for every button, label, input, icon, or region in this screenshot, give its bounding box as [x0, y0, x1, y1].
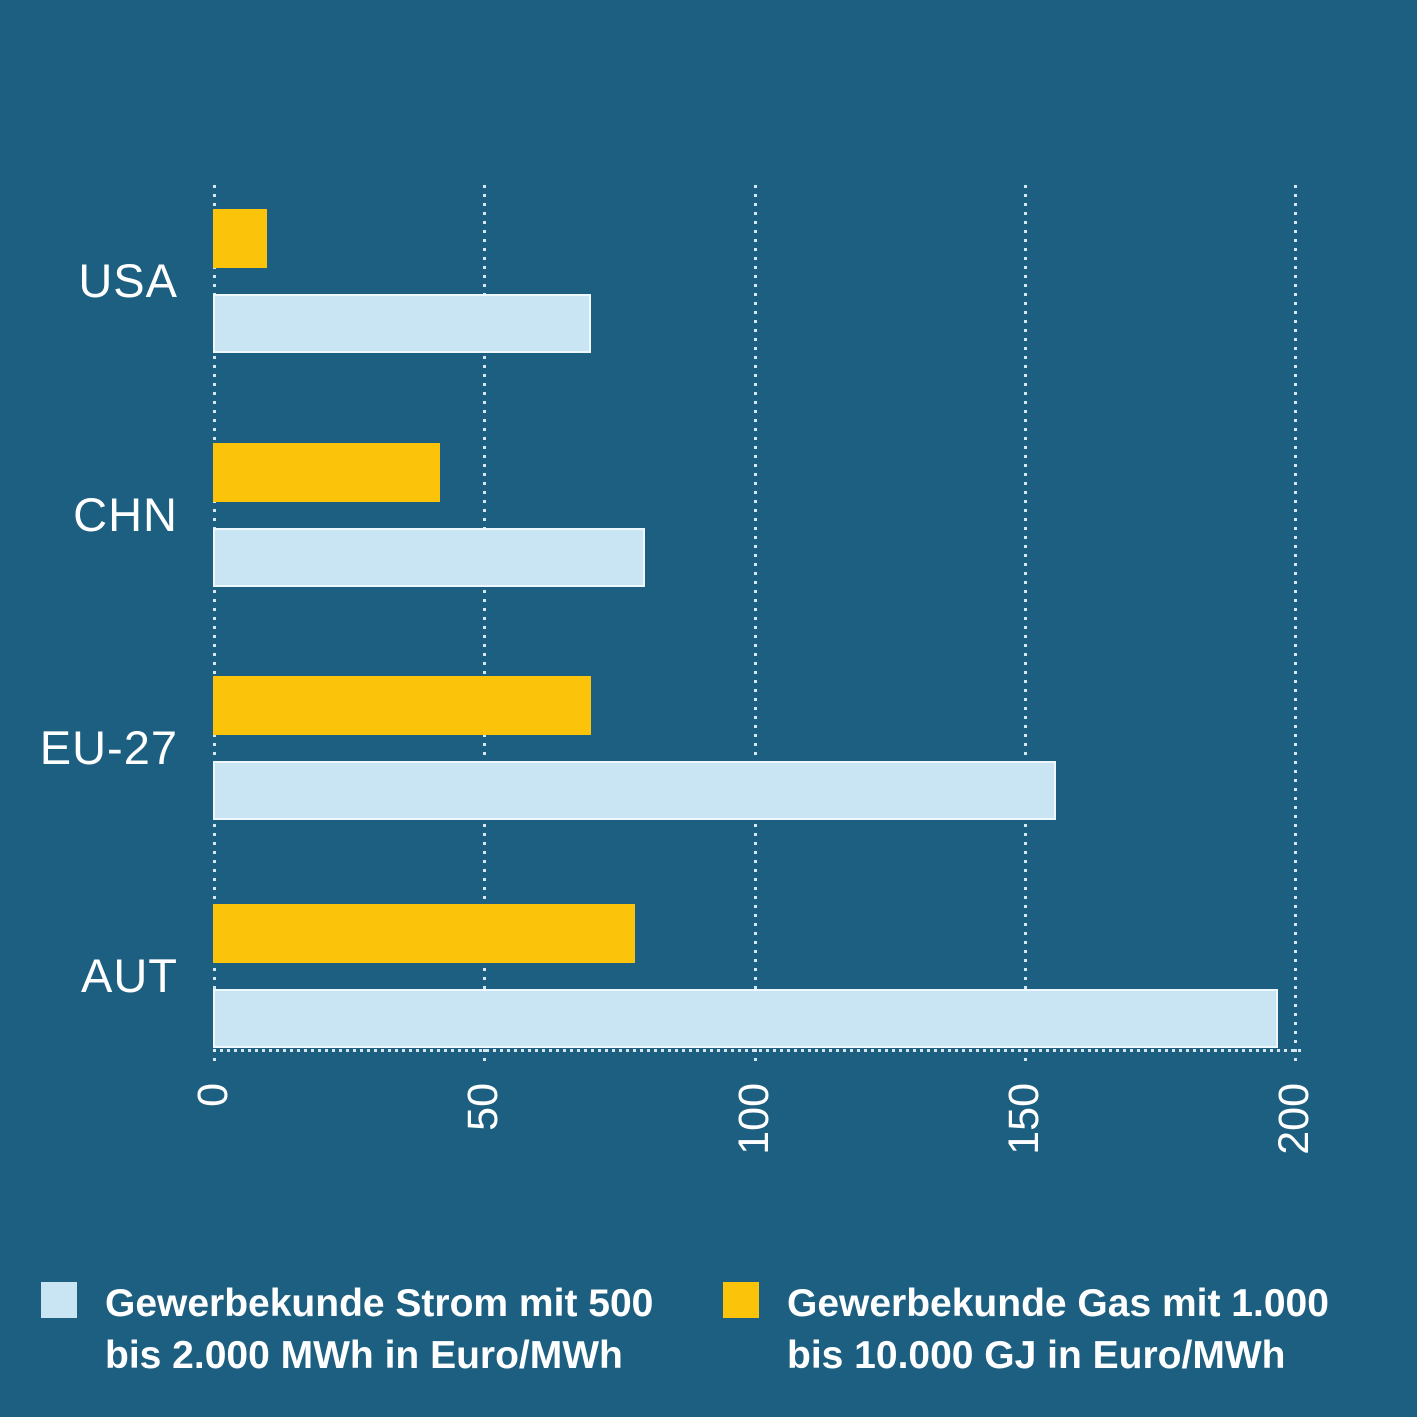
gridline-0 [213, 185, 216, 1064]
x-tick-label-200: 200 [1270, 1083, 1318, 1155]
x-tick-label-0: 0 [189, 1083, 237, 1107]
category-label-chn: CHN [73, 488, 178, 541]
bar-strom-chn [213, 528, 645, 587]
plot-area [213, 185, 1323, 1064]
x-tick-label-150: 150 [1000, 1083, 1048, 1155]
bar-gas-eu-27 [213, 676, 591, 735]
legend: Gewerbekunde Strom mit 500 bis 2.000 MWh… [0, 1262, 1417, 1392]
legend-label-gas: Gewerbekunde Gas mit 1.000 bis 10.000 GJ… [787, 1278, 1329, 1382]
x-axis-line [213, 1049, 1303, 1052]
bar-gas-usa [213, 209, 267, 268]
gridline-50 [483, 185, 486, 1064]
category-label-aut: AUT [81, 949, 178, 1002]
bar-strom-usa [213, 294, 591, 353]
legend-swatch-gas-icon [723, 1282, 759, 1318]
x-tick-label-100: 100 [730, 1083, 778, 1155]
bar-strom-aut [213, 989, 1278, 1048]
category-label-usa: USA [78, 254, 178, 307]
category-label-eu-27: EU-27 [39, 721, 178, 774]
bar-strom-eu-27 [213, 761, 1056, 820]
bar-gas-aut [213, 904, 635, 963]
legend-label-strom-line1: Gewerbekunde Strom mit 500 [105, 1282, 654, 1325]
legend-item-strom: Gewerbekunde Strom mit 500 bis 2.000 MWh… [41, 1278, 653, 1382]
legend-item-gas: Gewerbekunde Gas mit 1.000 bis 10.000 GJ… [723, 1278, 1329, 1382]
bar-gas-chn [213, 443, 440, 502]
gridline-100 [754, 185, 757, 1064]
legend-label-strom: Gewerbekunde Strom mit 500 bis 2.000 MWh… [105, 1278, 653, 1382]
legend-label-strom-line2: bis 2.000 MWh in Euro/MWh [105, 1334, 623, 1377]
gridline-150 [1024, 185, 1027, 1064]
legend-label-gas-line2: bis 10.000 GJ in Euro/MWh [787, 1334, 1286, 1377]
legend-label-gas-line1: Gewerbekunde Gas mit 1.000 [787, 1282, 1329, 1325]
gridline-200 [1294, 185, 1297, 1064]
legend-swatch-strom-icon [41, 1282, 77, 1318]
x-tick-label-50: 50 [459, 1083, 507, 1131]
